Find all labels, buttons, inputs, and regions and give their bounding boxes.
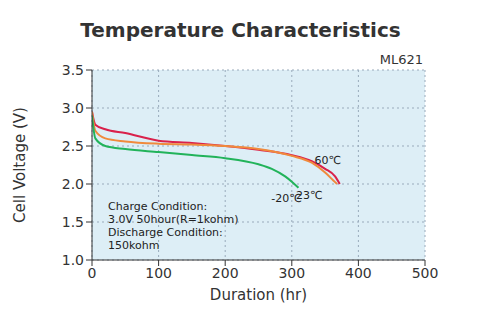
html-text:Discharge Condition:: Discharge Condition: <box>108 226 223 239</box>
svg-text:3.5: 3.5 <box>62 62 84 78</box>
html-text:Temperature Characteristics: Temperature Characteristics <box>80 18 401 42</box>
svg-text:2.0: 2.0 <box>62 176 84 192</box>
html-text:ML621: ML621 <box>379 52 423 67</box>
svg-text:500: 500 <box>412 265 439 281</box>
svg-text:23℃: 23℃ <box>295 189 323 202</box>
html-text:Charge Condition:: Charge Condition: <box>108 200 208 213</box>
svg-text:Duration (hr): Duration (hr) <box>210 286 307 304</box>
svg-text:-20℃: -20℃ <box>271 192 301 205</box>
svg-text:400: 400 <box>345 265 372 281</box>
svg-text:1.5: 1.5 <box>62 214 84 230</box>
svg-text:0: 0 <box>88 265 97 281</box>
svg-text:300: 300 <box>278 265 305 281</box>
svg-text:60℃: 60℃ <box>315 154 341 167</box>
svg-text:200: 200 <box>212 265 239 281</box>
svg-text:3.0: 3.0 <box>62 100 84 116</box>
svg-text:100: 100 <box>145 265 172 281</box>
html-text:150kohm: 150kohm <box>108 239 160 252</box>
svg-text:2.5: 2.5 <box>62 138 84 154</box>
html-text:3.0V 50hour(R=1kohm): 3.0V 50hour(R=1kohm) <box>108 213 239 226</box>
svg-text:1.0: 1.0 <box>62 252 84 268</box>
svg-text:Cell Voltage (V): Cell Voltage (V) <box>11 107 29 223</box>
